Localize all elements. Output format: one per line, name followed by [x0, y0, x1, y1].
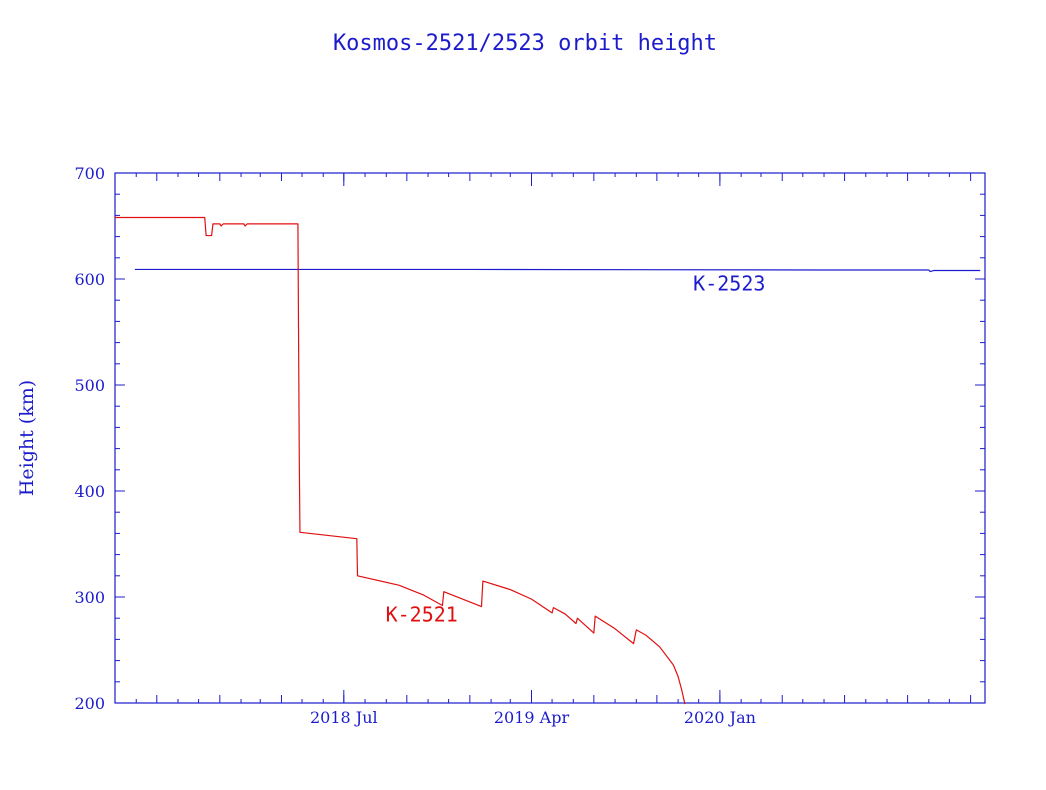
series-line-k-2521	[114, 216, 686, 705]
x-tick-label: 2020 Jan	[684, 708, 756, 727]
y-tick-label: 500	[74, 376, 105, 395]
plot-frame	[114, 172, 986, 704]
y-tick-labels: 200 300 400 500 600 700	[74, 164, 105, 713]
x-tick-label: 2019 Apr	[494, 708, 570, 727]
y-axis-label: Height (km)	[16, 380, 38, 496]
chart-title: Kosmos-2521/2523 orbit height	[333, 31, 717, 56]
y-tick-label: 700	[74, 164, 105, 183]
series-line-k-2523	[134, 268, 981, 273]
y-tick-label: 600	[74, 270, 105, 289]
y-tick-label: 300	[74, 588, 105, 607]
series-labels: K-2523 K-2521	[386, 272, 766, 627]
series-label-k-2523: K-2523	[693, 272, 765, 296]
y-tick-label: 400	[74, 482, 105, 501]
y-tick-label: 200	[74, 694, 105, 713]
x-tick-labels: 2018 Jul 2019 Apr 2020 Jan	[310, 708, 756, 727]
data-series	[114, 216, 981, 705]
x-tick-label: 2018 Jul	[310, 708, 378, 727]
series-label-k-2521: K-2521	[386, 602, 458, 626]
axis-ticks	[115, 172, 985, 704]
